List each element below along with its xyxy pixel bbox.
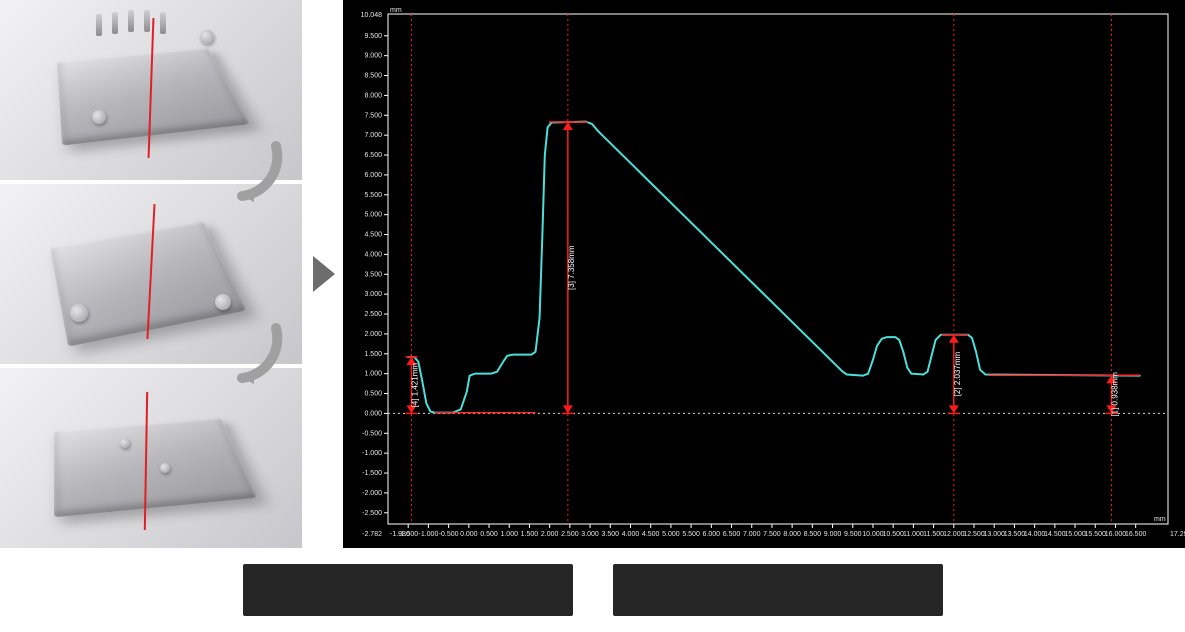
svg-text:5.500: 5.500 [682,531,700,538]
svg-text:1.500: 1.500 [521,531,539,538]
svg-text:14.500: 14.500 [1044,531,1066,538]
svg-text:0.500: 0.500 [480,531,498,538]
svg-text:2.500: 2.500 [561,531,579,538]
svg-text:6.000: 6.000 [703,531,721,538]
svg-text:10.000: 10.000 [862,531,884,538]
svg-text:-2.500: -2.500 [362,510,382,517]
svg-text:4.000: 4.000 [364,251,382,258]
svg-text:0.500: 0.500 [364,391,382,398]
svg-text:11.000: 11.000 [903,531,924,538]
svg-text:10.048: 10.048 [361,12,383,19]
svg-text:9.000: 9.000 [824,531,842,538]
svg-text:2.000: 2.000 [541,531,559,538]
svg-text:-1.000: -1.000 [418,531,438,538]
root: -2.500-2.000-1.500-1.000-0.5000.0000.500… [0,0,1185,632]
svg-text:[3] 7.358mm: [3] 7.358mm [567,245,576,290]
svg-text:8.500: 8.500 [804,531,822,538]
button-row [0,564,1185,620]
svg-text:9.500: 9.500 [364,33,382,40]
svg-text:10.500: 10.500 [882,531,904,538]
profile-chart: -2.500-2.000-1.500-1.000-0.5000.0000.500… [343,0,1185,548]
svg-text:9.000: 9.000 [364,53,382,60]
photo-column [0,0,302,548]
svg-text:3.000: 3.000 [581,531,599,538]
photo-bottom-view [0,368,302,548]
svg-text:4.500: 4.500 [364,232,382,239]
svg-text:1.500: 1.500 [364,351,382,358]
svg-text:[1] 0.938mm: [1] 0.938mm [1110,372,1119,417]
svg-text:[2] 2.037mm: [2] 2.037mm [953,351,962,396]
svg-text:mm: mm [390,7,402,14]
button-right[interactable] [613,564,943,616]
svg-text:6.000: 6.000 [364,172,382,179]
svg-text:-1.500: -1.500 [362,470,382,477]
svg-text:3.500: 3.500 [364,271,382,278]
svg-text:16.500: 16.500 [1125,531,1147,538]
svg-text:13.500: 13.500 [1004,531,1026,538]
profile-chart-panel: -2.500-2.000-1.500-1.000-0.5000.0000.500… [343,0,1185,548]
svg-text:17.293: 17.293 [1170,531,1185,538]
svg-text:7.500: 7.500 [364,112,382,119]
svg-text:4.000: 4.000 [622,531,640,538]
svg-text:-2.782: -2.782 [362,531,382,538]
svg-text:7.000: 7.000 [364,132,382,139]
photo-angled-view [0,184,302,364]
button-left[interactable] [243,564,573,616]
svg-text:-1.000: -1.000 [362,450,382,457]
svg-text:16.000: 16.000 [1105,531,1127,538]
process-arrow-icon [313,256,335,292]
svg-text:5.000: 5.000 [364,212,382,219]
svg-text:2.000: 2.000 [364,331,382,338]
svg-text:-2.000: -2.000 [362,490,382,497]
svg-text:6.500: 6.500 [364,152,382,159]
svg-text:mm: mm [1154,516,1166,523]
svg-text:1.000: 1.000 [364,371,382,378]
svg-text:9.500: 9.500 [844,531,862,538]
svg-text:12.500: 12.500 [963,531,985,538]
svg-text:-0.500: -0.500 [362,430,382,437]
svg-text:14.000: 14.000 [1024,531,1046,538]
svg-text:1.000: 1.000 [500,531,518,538]
svg-text:0.000: 0.000 [460,531,478,538]
svg-text:12.000: 12.000 [943,531,965,538]
svg-text:13.000: 13.000 [984,531,1006,538]
svg-text:[4] 1.421mm: [4] 1.421mm [410,363,419,408]
svg-text:2.500: 2.500 [364,311,382,318]
svg-text:4.500: 4.500 [642,531,660,538]
svg-text:15.000: 15.000 [1064,531,1086,538]
svg-text:3.500: 3.500 [602,531,620,538]
svg-text:7.000: 7.000 [743,531,761,538]
svg-text:15.500: 15.500 [1085,531,1107,538]
svg-text:0.000: 0.000 [364,410,382,417]
svg-text:6.500: 6.500 [723,531,741,538]
svg-text:-0.500: -0.500 [439,531,459,538]
svg-text:7.500: 7.500 [763,531,781,538]
svg-text:8.000: 8.000 [783,531,801,538]
svg-text:11.500: 11.500 [923,531,944,538]
svg-text:8.000: 8.000 [364,92,382,99]
svg-text:5.500: 5.500 [364,192,382,199]
svg-text:-1.980: -1.980 [390,531,410,538]
svg-text:3.000: 3.000 [364,291,382,298]
photo-top-view [0,0,302,180]
svg-text:5.000: 5.000 [662,531,680,538]
svg-text:8.500: 8.500 [364,73,382,80]
